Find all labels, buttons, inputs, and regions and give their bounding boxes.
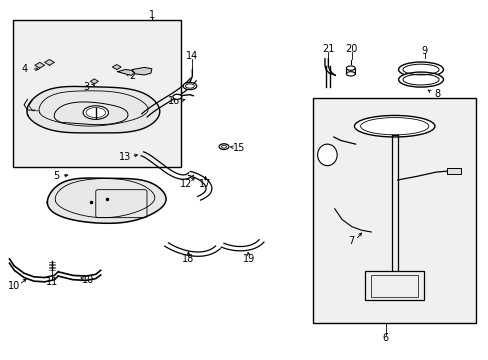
Text: 7: 7 — [348, 236, 354, 246]
Bar — [365, 271, 423, 300]
Bar — [13, 21, 181, 167]
Text: 19: 19 — [243, 254, 255, 264]
Text: 5: 5 — [54, 171, 60, 181]
Polygon shape — [112, 64, 121, 69]
Ellipse shape — [398, 62, 443, 77]
Bar — [312, 98, 475, 323]
Text: 10: 10 — [8, 281, 20, 291]
Text: 14: 14 — [186, 51, 198, 61]
Bar — [346, 68, 354, 74]
Text: 21: 21 — [322, 44, 334, 54]
Text: 4: 4 — [22, 64, 28, 74]
Ellipse shape — [354, 116, 434, 137]
Text: 15: 15 — [233, 143, 245, 153]
Text: 6: 6 — [382, 333, 388, 343]
Text: 10: 10 — [82, 275, 94, 285]
Polygon shape — [132, 67, 152, 75]
Ellipse shape — [183, 82, 196, 90]
Text: 18: 18 — [182, 254, 194, 264]
Bar — [370, 275, 417, 297]
Polygon shape — [35, 62, 44, 68]
Text: 3: 3 — [83, 82, 89, 92]
Text: 8: 8 — [433, 89, 439, 99]
Ellipse shape — [346, 66, 354, 70]
Text: 12: 12 — [180, 179, 192, 189]
Ellipse shape — [398, 72, 443, 87]
Text: 13: 13 — [119, 152, 131, 162]
Ellipse shape — [317, 144, 336, 166]
Text: 9: 9 — [421, 46, 427, 56]
Text: 20: 20 — [345, 44, 357, 54]
Ellipse shape — [172, 94, 181, 99]
Text: 1: 1 — [148, 10, 155, 20]
Polygon shape — [47, 178, 166, 223]
Ellipse shape — [219, 144, 228, 149]
Ellipse shape — [83, 106, 108, 120]
Text: 11: 11 — [46, 277, 58, 287]
Text: 17: 17 — [199, 179, 211, 189]
Polygon shape — [44, 59, 54, 65]
Polygon shape — [27, 86, 160, 133]
Text: 16: 16 — [168, 96, 180, 106]
Ellipse shape — [346, 72, 354, 76]
Bar — [447, 168, 460, 174]
Polygon shape — [118, 69, 135, 75]
Polygon shape — [90, 79, 98, 84]
Text: 2: 2 — [129, 71, 135, 81]
